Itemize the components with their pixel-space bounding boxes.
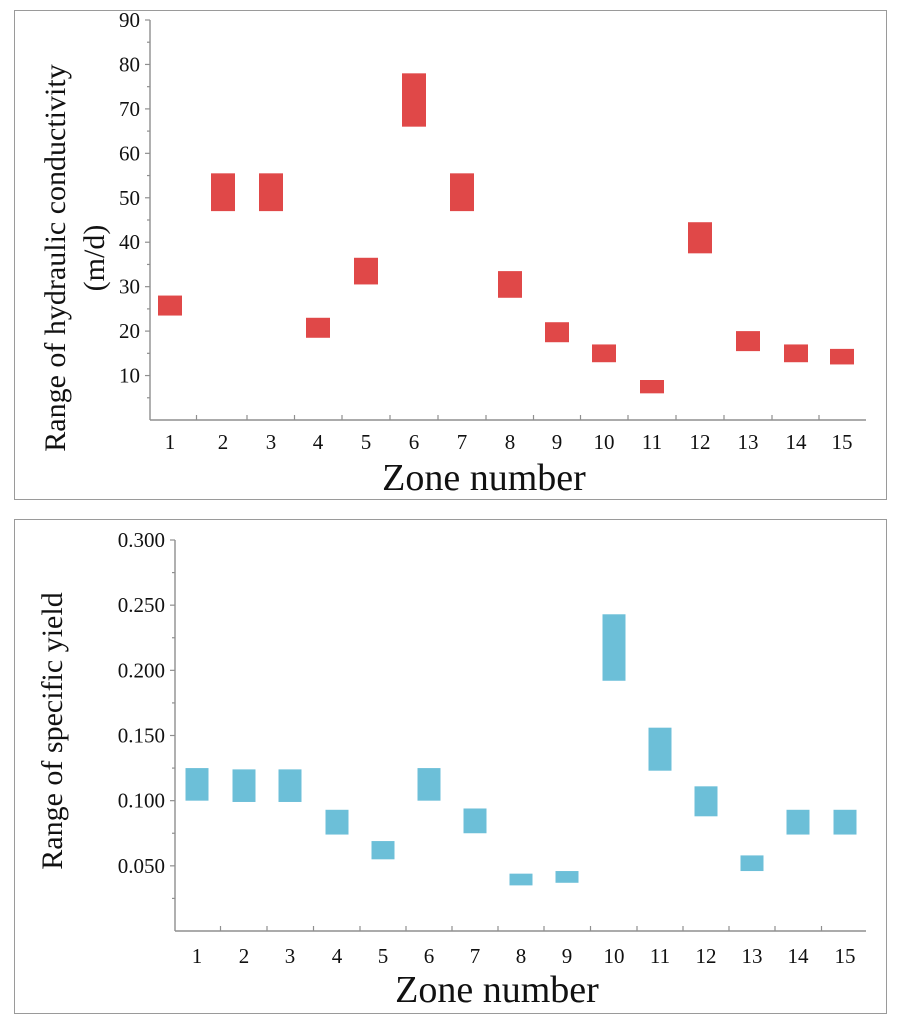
hc-x-tick-label: 6 bbox=[409, 430, 420, 454]
hc-x-axis-title: Zone number bbox=[382, 457, 586, 499]
hc-range-bar-zone-2 bbox=[211, 173, 235, 212]
sy-y-tick-label: 0.250 bbox=[118, 593, 165, 617]
sy-range-bar-zone-10 bbox=[602, 614, 626, 681]
sy-y-tick-label: 0.300 bbox=[118, 528, 165, 552]
hc-range-bar-zone-4 bbox=[306, 317, 330, 338]
hc-y-axis-title: Range of hydraulic conductivity bbox=[39, 64, 72, 451]
hydraulic-conductivity-chart-panel bbox=[14, 10, 887, 500]
hc-x-tick-label: 5 bbox=[361, 430, 372, 454]
sy-range-bar-zone-5 bbox=[371, 841, 395, 860]
hc-x-tick-label: 8 bbox=[505, 430, 516, 454]
sy-y-axis-title: Range of specific yield bbox=[36, 592, 69, 869]
sy-range-bar-zone-8 bbox=[509, 873, 533, 886]
hc-range-bar-zone-9 bbox=[545, 322, 569, 343]
sy-range-bar-zone-11 bbox=[648, 727, 672, 771]
sy-range-bar-zone-7 bbox=[463, 808, 487, 834]
hc-x-tick-label: 12 bbox=[690, 430, 711, 454]
hc-x-tick-label: 1 bbox=[165, 430, 176, 454]
hc-y-tick-label: 20 bbox=[119, 319, 140, 343]
sy-y-tick-label: 0.050 bbox=[118, 854, 165, 878]
sy-x-tick-label: 2 bbox=[239, 944, 250, 968]
hc-range-bar-zone-8 bbox=[498, 271, 522, 298]
sy-range-bar-zone-6 bbox=[417, 768, 441, 801]
hc-x-tick-label: 14 bbox=[786, 430, 808, 454]
sy-x-axis-title: Zone number bbox=[395, 969, 599, 1011]
hc-y-tick-label: 40 bbox=[119, 230, 140, 254]
hc-range-bar-zone-5 bbox=[354, 257, 378, 285]
sy-x-tick-label: 9 bbox=[562, 944, 573, 968]
sy-x-tick-label: 1 bbox=[192, 944, 203, 968]
hc-y-tick-label: 90 bbox=[119, 8, 140, 32]
sy-x-tick-label: 15 bbox=[835, 944, 856, 968]
hc-range-bar-zone-3 bbox=[259, 173, 283, 212]
hc-range-bar-zone-6 bbox=[402, 73, 426, 127]
hc-range-bar-zone-10 bbox=[592, 344, 616, 363]
hc-y-tick-label: 10 bbox=[119, 364, 140, 388]
hc-range-bar-zone-13 bbox=[736, 331, 760, 352]
sy-x-tick-label: 6 bbox=[424, 944, 435, 968]
sy-range-bar-zone-12 bbox=[694, 786, 718, 817]
hc-x-tick-label: 15 bbox=[832, 430, 853, 454]
hc-y-axis-title: (m/d) bbox=[78, 225, 111, 292]
hc-x-tick-label: 4 bbox=[313, 430, 324, 454]
hc-range-bar-zone-1 bbox=[158, 295, 182, 316]
sy-x-tick-label: 8 bbox=[516, 944, 527, 968]
sy-y-tick-label: 0.150 bbox=[118, 724, 165, 748]
sy-range-bar-zone-13 bbox=[740, 855, 764, 872]
sy-x-tick-label: 12 bbox=[696, 944, 717, 968]
sy-y-tick-label: 0.200 bbox=[118, 658, 165, 682]
sy-x-tick-label: 10 bbox=[604, 944, 625, 968]
sy-range-bar-zone-4 bbox=[325, 809, 349, 835]
hc-y-tick-label: 30 bbox=[119, 275, 140, 299]
hc-range-bar-zone-11 bbox=[640, 380, 664, 394]
sy-x-tick-label: 4 bbox=[332, 944, 343, 968]
hc-x-tick-label: 11 bbox=[642, 430, 662, 454]
sy-x-tick-label: 11 bbox=[650, 944, 670, 968]
sy-range-bar-zone-15 bbox=[833, 809, 857, 835]
sy-range-bar-zone-14 bbox=[786, 809, 810, 835]
hc-x-tick-label: 9 bbox=[552, 430, 563, 454]
hc-x-tick-label: 2 bbox=[218, 430, 229, 454]
sy-y-tick-label: 0.100 bbox=[118, 789, 165, 813]
sy-range-bar-zone-9 bbox=[555, 871, 579, 883]
sy-range-bar-zone-1 bbox=[185, 768, 209, 801]
sy-x-tick-label: 13 bbox=[742, 944, 763, 968]
sy-range-bar-zone-2 bbox=[232, 769, 256, 802]
hc-range-bar-zone-15 bbox=[830, 348, 854, 365]
hc-x-tick-label: 7 bbox=[457, 430, 468, 454]
hc-x-tick-label: 13 bbox=[738, 430, 759, 454]
hc-range-bar-zone-14 bbox=[784, 344, 808, 363]
sy-x-tick-label: 7 bbox=[470, 944, 481, 968]
hc-range-bar-zone-12 bbox=[688, 222, 712, 254]
hc-x-tick-label: 10 bbox=[594, 430, 615, 454]
hc-y-tick-label: 70 bbox=[119, 97, 140, 121]
sy-range-bar-zone-3 bbox=[278, 769, 302, 802]
hc-range-bar-zone-7 bbox=[450, 173, 474, 212]
hc-y-tick-label: 50 bbox=[119, 186, 140, 210]
sy-x-tick-label: 3 bbox=[285, 944, 296, 968]
sy-x-tick-label: 14 bbox=[788, 944, 810, 968]
hc-y-tick-label: 60 bbox=[119, 141, 140, 165]
hc-x-tick-label: 3 bbox=[266, 430, 277, 454]
sy-x-tick-label: 5 bbox=[378, 944, 389, 968]
hc-y-tick-label: 80 bbox=[119, 52, 140, 76]
